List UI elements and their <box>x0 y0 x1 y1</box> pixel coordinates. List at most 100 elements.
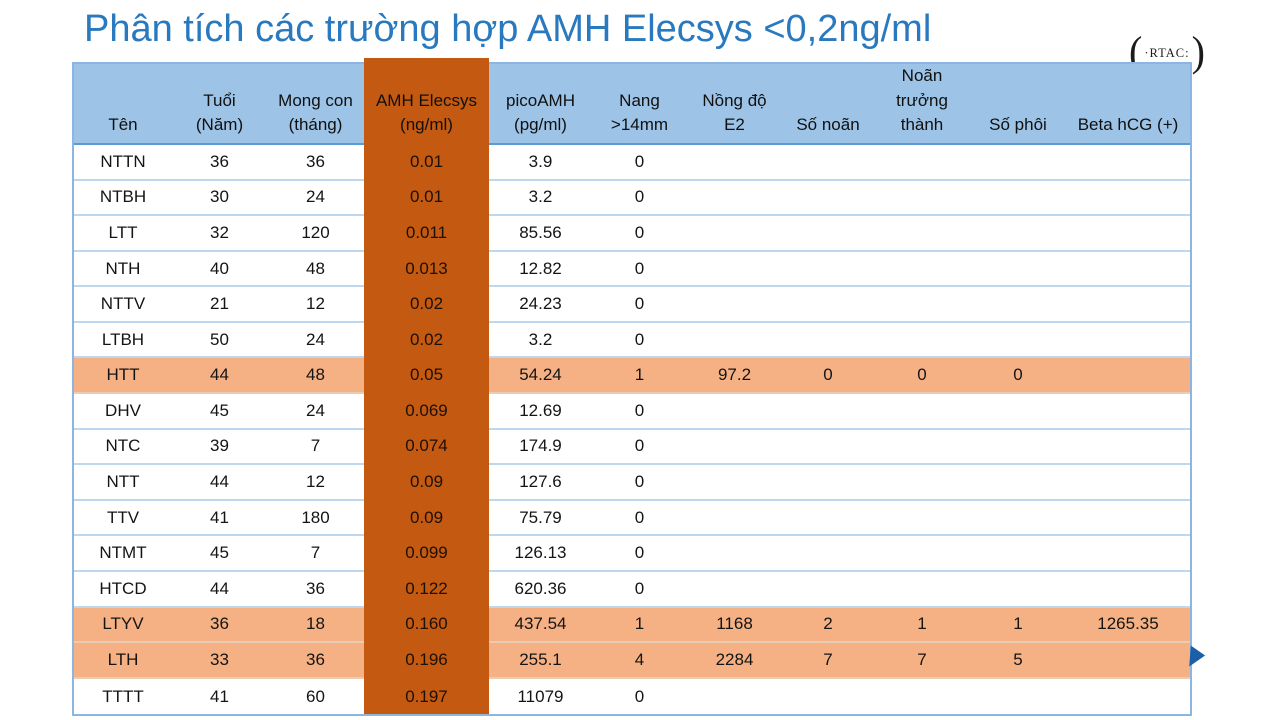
logo-right-paren: ) <box>1191 27 1205 76</box>
cell-tuoi-nam: 32 <box>172 216 267 252</box>
cell-so-noan: 2 <box>782 607 874 644</box>
rtac-logo: ( ·RTAC: ) <box>1128 26 1206 78</box>
cell-mong-con-thang: 24 <box>267 394 364 430</box>
cell-ten: LTBH <box>74 322 172 359</box>
amh-table-container: Tên Tuổi (Năm) Mong con (tháng) AMH Elecsys… <box>72 62 1192 717</box>
cell-amh-elecsys: 0.013 <box>364 251 489 288</box>
cell-noan-truong-thanh: 1 <box>874 607 970 644</box>
table-row: LTBH 50 24 0.02 3.2 0 <box>74 322 1190 359</box>
column-header-picoamh: picoAMH (pg/ml) <box>489 64 592 145</box>
cell-ten: NTT <box>74 465 172 501</box>
cell-picoamh: 12.82 <box>489 251 592 288</box>
table-body: NTTN 36 36 0.01 3.9 0 NTBH 30 24 0.01 3.2 0 LTT 32 120… <box>74 144 1190 715</box>
cell-picoamh: 11079 <box>489 678 592 715</box>
table-row: HTT 44 48 0.05 54.24 1 97.2 0 0 0 <box>74 358 1190 395</box>
cell-amh-elecsys: 0.02 <box>364 322 489 359</box>
cell-nong-do-e2: 97.2 <box>687 358 782 395</box>
cell-so-phoi <box>970 216 1066 252</box>
cell-so-noan <box>782 429 874 466</box>
cell-nang-14mm: 0 <box>592 536 687 573</box>
cell-nong-do-e2: 2284 <box>687 643 782 679</box>
cell-nang-14mm: 0 <box>592 251 687 288</box>
cell-so-noan <box>782 465 874 501</box>
cell-mong-con-thang: 36 <box>267 572 364 608</box>
cell-so-phoi <box>970 287 1066 323</box>
cell-picoamh: 255.1 <box>489 643 592 679</box>
cell-noan-truong-thanh <box>874 572 970 608</box>
cell-nang-14mm: 0 <box>592 144 687 181</box>
cell-beta-hcg: 1265.35 <box>1066 607 1190 644</box>
cell-so-noan <box>782 251 874 288</box>
column-header-nang-14mm: Nang >14mm <box>592 64 687 145</box>
cell-picoamh: 3.2 <box>489 180 592 217</box>
cell-picoamh: 75.79 <box>489 500 592 537</box>
cell-picoamh: 126.13 <box>489 536 592 573</box>
cell-nong-do-e2 <box>687 180 782 217</box>
cell-noan-truong-thanh <box>874 678 970 715</box>
cell-amh-elecsys: 0.196 <box>364 643 489 679</box>
page-title: Phân tích các trường hợp AMH Elecsys <0,… <box>84 8 932 50</box>
cell-tuoi-nam: 39 <box>172 429 267 466</box>
cell-noan-truong-thanh <box>874 536 970 573</box>
cell-noan-truong-thanh: 7 <box>874 643 970 679</box>
table-row: NTBH 30 24 0.01 3.2 0 <box>74 180 1190 217</box>
table-row: TTTT 41 60 0.197 11079 0 <box>74 678 1190 715</box>
cell-nang-14mm: 0 <box>592 429 687 466</box>
table-row: HTCD 44 36 0.122 620.36 0 <box>74 572 1190 608</box>
cell-amh-elecsys: 0.01 <box>364 180 489 217</box>
table-row: DHV 45 24 0.069 12.69 0 <box>74 394 1190 430</box>
cell-so-phoi <box>970 144 1066 181</box>
cell-mong-con-thang: 7 <box>267 536 364 573</box>
cell-so-noan <box>782 678 874 715</box>
cell-nang-14mm: 0 <box>592 287 687 323</box>
cell-nong-do-e2 <box>687 572 782 608</box>
cell-ten: NTC <box>74 429 172 466</box>
cell-so-phoi <box>970 536 1066 573</box>
cell-ten: HTCD <box>74 572 172 608</box>
cell-picoamh: 54.24 <box>489 358 592 395</box>
column-header-tuoi-nam: Tuổi (Năm) <box>172 64 267 145</box>
column-header-beta-hcg: Beta hCG (+) <box>1066 64 1190 145</box>
cell-amh-elecsys: 0.01 <box>364 144 489 181</box>
cell-noan-truong-thanh <box>874 465 970 501</box>
cell-nang-14mm: 1 <box>592 358 687 395</box>
cell-picoamh: 174.9 <box>489 429 592 466</box>
table-row: LTYV 36 18 0.160 437.54 1 1168 2 1 1 1265.35 <box>74 607 1190 644</box>
table-row: NTMT 45 7 0.099 126.13 0 <box>74 536 1190 573</box>
amh-column-highlight-cap <box>364 58 489 65</box>
cell-noan-truong-thanh <box>874 322 970 359</box>
cell-picoamh: 3.2 <box>489 322 592 359</box>
amh-table: Tên Tuổi (Năm) Mong con (tháng) AMH Elecsys… <box>74 64 1190 715</box>
cell-so-noan <box>782 216 874 252</box>
cell-mong-con-thang: 48 <box>267 358 364 395</box>
cell-so-phoi <box>970 572 1066 608</box>
cell-beta-hcg <box>1066 180 1190 217</box>
cell-nong-do-e2 <box>687 429 782 466</box>
cell-noan-truong-thanh: 0 <box>874 358 970 395</box>
cell-mong-con-thang: 12 <box>267 287 364 323</box>
cell-mong-con-thang: 48 <box>267 251 364 288</box>
cell-beta-hcg <box>1066 216 1190 252</box>
cell-amh-elecsys: 0.09 <box>364 500 489 537</box>
cell-ten: HTT <box>74 358 172 395</box>
table-header-row: Tên Tuổi (Năm) Mong con (tháng) AMH Elecsys… <box>74 64 1190 145</box>
cell-tuoi-nam: 30 <box>172 180 267 217</box>
cell-so-phoi: 1 <box>970 607 1066 644</box>
column-header-ten: Tên <box>74 64 172 145</box>
cell-ten: NTTN <box>74 144 172 181</box>
cell-mong-con-thang: 18 <box>267 607 364 644</box>
cell-beta-hcg <box>1066 251 1190 288</box>
cell-beta-hcg <box>1066 287 1190 323</box>
cell-nang-14mm: 0 <box>592 465 687 501</box>
table-row: NTH 40 48 0.013 12.82 0 <box>74 251 1190 288</box>
cell-so-noan <box>782 500 874 537</box>
cell-picoamh: 12.69 <box>489 394 592 430</box>
table-row: LTH 33 36 0.196 255.1 4 2284 7 7 5 <box>74 643 1190 679</box>
cell-picoamh: 3.9 <box>489 144 592 181</box>
cell-tuoi-nam: 44 <box>172 572 267 608</box>
cell-noan-truong-thanh <box>874 144 970 181</box>
cell-noan-truong-thanh <box>874 429 970 466</box>
cell-picoamh: 24.23 <box>489 287 592 323</box>
cell-mong-con-thang: 180 <box>267 500 364 537</box>
cell-noan-truong-thanh <box>874 500 970 537</box>
